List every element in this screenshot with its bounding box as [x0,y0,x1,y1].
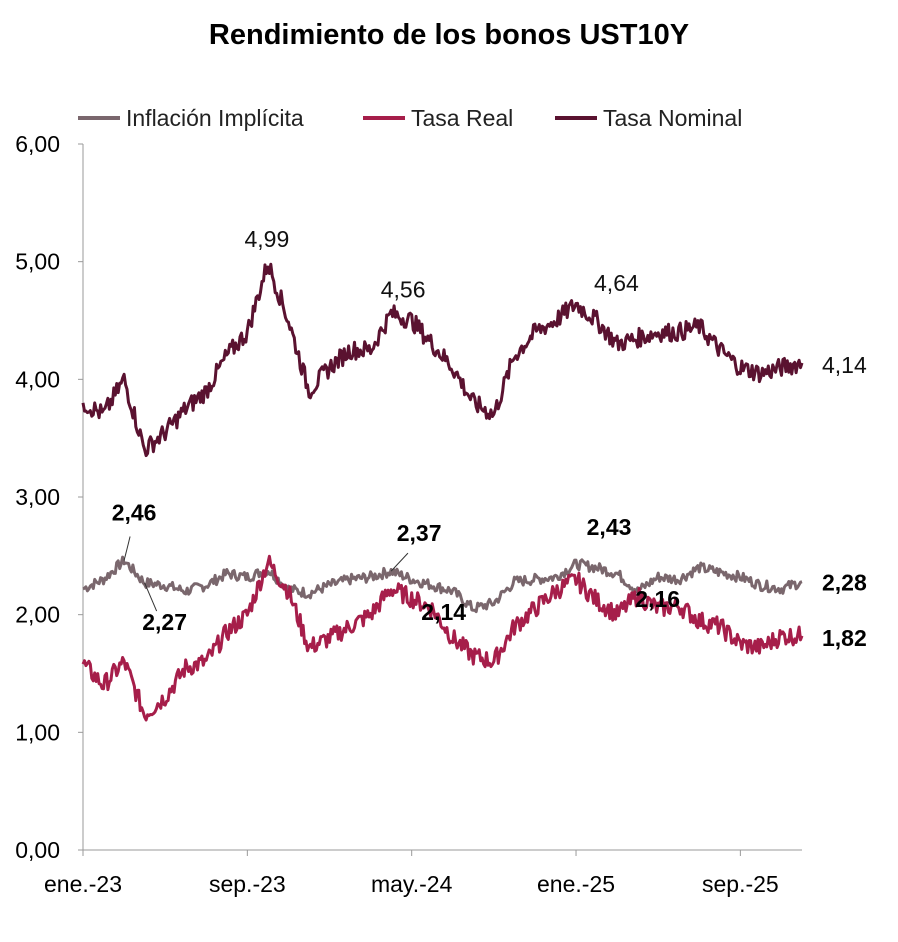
data-label: 2,27 [142,609,187,635]
axes: 0,00 1,00 2,00 3,00 4,00 5,00 6,00 ene.-23 sep.-… [15,131,802,897]
legend-label: Tasa Real [411,105,513,131]
annotation-leader [390,552,409,572]
data-label: 2,46 [112,500,157,526]
legend-label: Inflación Implícita [126,105,304,131]
y-tick-label: 4,00 [15,366,60,392]
data-label: 4,64 [594,270,639,296]
y-tick-label: 2,00 [15,602,60,628]
series-layer [81,262,804,722]
x-tick-label: ene.-23 [44,871,122,897]
data-label: 4,56 [381,276,426,302]
series-line-2 [81,262,804,458]
data-label: 2,43 [587,514,632,540]
annotation-layer: 4,99 4,56 4,64 4,14 2,46 2,27 2,37 2,14 2,43 2,16… [112,226,867,651]
data-label: 2,37 [397,520,442,546]
x-tick-label: ene.-25 [537,871,615,897]
x-tick-label: sep.-25 [702,871,779,897]
data-label: 4,99 [245,226,290,252]
legend-label: Tasa Nominal [603,105,742,131]
data-label: 2,16 [635,586,680,612]
data-label: 2,28 [822,570,867,596]
annotation-leader [123,536,131,561]
legend: Inflación Implícita Tasa Real Tasa Nominal [78,105,742,131]
y-tick-label: 6,00 [15,131,60,157]
chart-title: Rendimiento de los bonos UST10Y [209,19,689,51]
data-label: 2,14 [421,599,466,625]
y-tick-label: 1,00 [15,719,60,745]
x-tick-label: may.-24 [371,871,453,897]
series-line-1 [81,554,804,722]
y-tick-label: 3,00 [15,484,60,510]
x-tick-label: sep.-23 [209,871,286,897]
data-label: 4,14 [822,352,867,378]
annotation-leader [144,582,158,612]
y-tick-label: 5,00 [15,249,60,275]
series-line-0 [82,555,803,614]
y-tick-label: 0,00 [15,837,60,863]
data-label: 1,82 [822,625,867,651]
